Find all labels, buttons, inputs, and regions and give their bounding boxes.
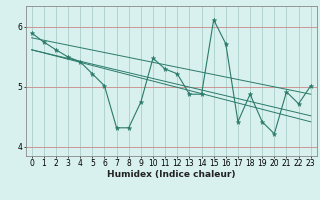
X-axis label: Humidex (Indice chaleur): Humidex (Indice chaleur)	[107, 170, 236, 179]
